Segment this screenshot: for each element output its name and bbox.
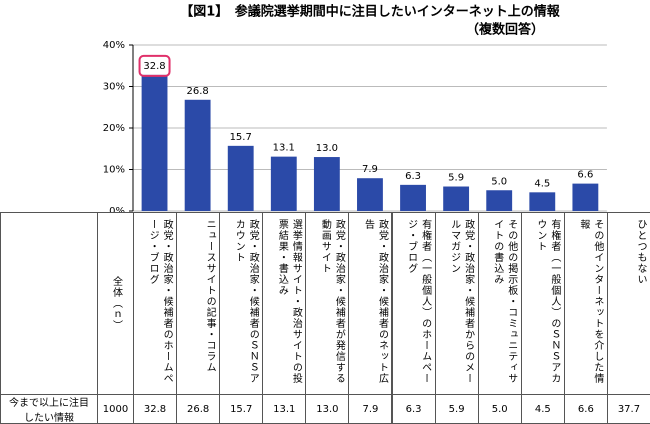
- x-tick-label: 政党・政治家・候補者のＳＮＳアカウント: [219, 212, 264, 395]
- x-tick-label: その他インターネットを介した情報: [563, 212, 608, 395]
- x-tick-label: 政党・政治家・候補者が発信する動画サイト: [305, 212, 350, 395]
- x-tick-label: 政党・政治家・候補者のホームページ・ブログ: [133, 212, 178, 395]
- table-value: 26.8: [176, 394, 221, 424]
- table-value: 15.7: [219, 394, 264, 424]
- y-tick-label: 0%: [109, 206, 125, 212]
- data-label: 5.0: [491, 176, 507, 187]
- table-value: 4.5: [520, 394, 565, 424]
- total-n: 1000: [97, 394, 134, 424]
- table-value: 7.9: [348, 394, 393, 424]
- header-blank: [0, 212, 98, 395]
- data-label: 5.9: [448, 173, 464, 184]
- table-value: 6.6: [563, 394, 608, 424]
- x-tick-label: ニュースサイトの記事・コラム: [176, 212, 221, 395]
- x-tick-label: 有権者（一般個人）のＳＮＳアカウント: [520, 212, 565, 395]
- x-tick-label: 有権者（一般個人）のホームページ・ブログ: [391, 212, 436, 395]
- table-value: 13.1: [262, 394, 307, 424]
- bar: [529, 192, 556, 211]
- table-value: 5.0: [477, 394, 522, 424]
- row-label: 今まで以上に注目したい情報: [0, 394, 98, 424]
- chart-title: 【図1】 参議院選挙期間中に注目したいインターネット上の情報: [180, 4, 561, 20]
- bar: [270, 156, 297, 211]
- bar: [227, 145, 254, 211]
- x-tick-label: その他の掲示板・コミュニティサイトの書込み: [477, 212, 522, 395]
- data-label: 26.8: [186, 86, 208, 97]
- data-label: 13.0: [316, 143, 338, 154]
- table-value: 6.3: [391, 394, 436, 424]
- bar: [141, 74, 168, 211]
- x-tick-label: 政党・政治家・候補者のネット広告: [348, 212, 393, 395]
- table-value: 5.9: [434, 394, 479, 424]
- table-value: 37.7: [606, 394, 650, 424]
- y-tick-label: 40%: [103, 40, 125, 51]
- x-tick-label: 選挙情報サイト・政治サイトの投票結果・書込み: [262, 212, 307, 395]
- bar: [313, 157, 340, 211]
- y-tick-label: 10%: [103, 165, 125, 176]
- chart: 【図1】 参議院選挙期間中に注目したいインターネット上の情報 （複数回答） 0%…: [103, 4, 607, 212]
- bar: [486, 190, 513, 211]
- data-label: 6.6: [577, 170, 593, 181]
- bar: [357, 178, 383, 211]
- table-value: 13.0: [305, 394, 350, 424]
- table-value: 32.8: [133, 394, 178, 424]
- data-label: 15.7: [230, 132, 252, 143]
- data-label: 13.1: [273, 143, 295, 154]
- bar: [443, 186, 470, 211]
- data-label: 32.8: [143, 61, 165, 72]
- data-label: 4.5: [534, 178, 550, 189]
- x-tick-label: ひとつもない: [606, 212, 650, 395]
- highlight-box: [138, 54, 171, 77]
- y-tick-label: 30%: [103, 82, 125, 93]
- data-label: 6.3: [405, 171, 421, 182]
- chart-subtitle: （複数回答）: [466, 22, 544, 38]
- bar: [400, 184, 426, 211]
- total-label: 全体（ｎ）: [97, 212, 134, 395]
- data-label: 7.9: [362, 164, 378, 175]
- y-tick-label: 20%: [103, 123, 125, 134]
- bar: [184, 99, 211, 211]
- bar: [572, 183, 599, 211]
- x-tick-label: 政党・政治家・候補者からのメールマガジン: [434, 212, 479, 395]
